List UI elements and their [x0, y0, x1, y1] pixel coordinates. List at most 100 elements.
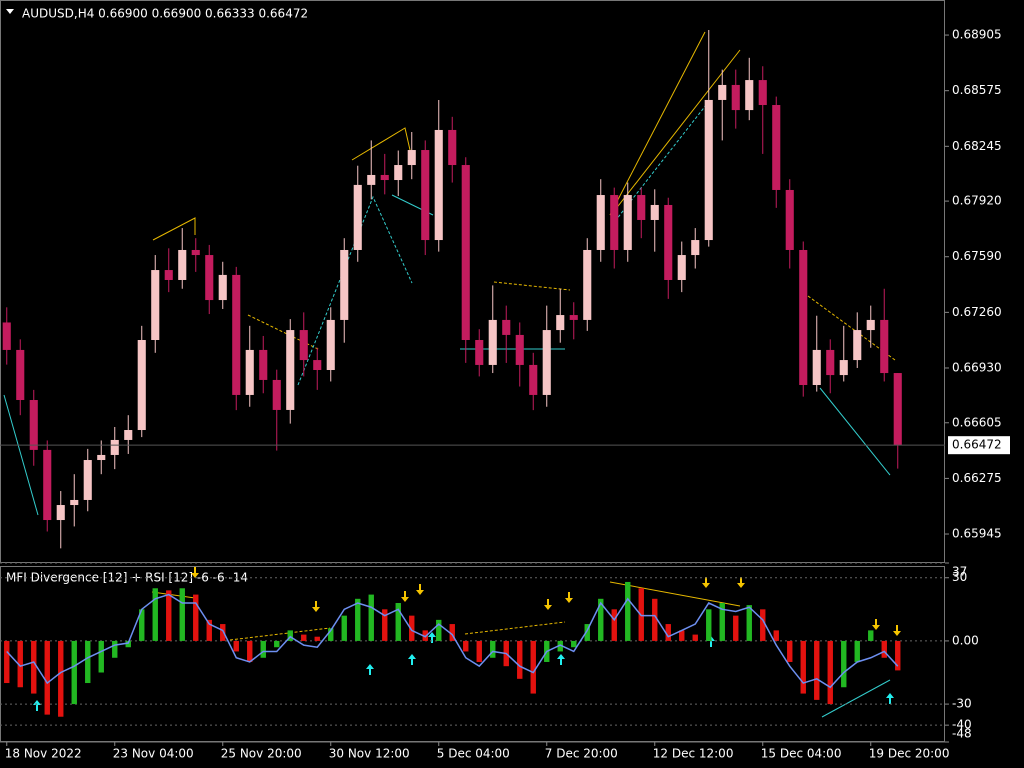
divergence-line	[152, 217, 196, 241]
candle-body	[745, 80, 754, 111]
candle-body	[461, 165, 470, 340]
candle-body	[151, 270, 160, 340]
candle-body	[43, 449, 52, 521]
histogram-bar	[409, 615, 415, 641]
candle-body	[893, 373, 902, 446]
histogram-bar	[787, 640, 793, 662]
last-price-box	[948, 436, 1010, 455]
signal-arrow-up	[557, 654, 565, 665]
candle-body	[326, 319, 335, 371]
histogram-bar	[868, 630, 874, 641]
candle-body	[299, 330, 308, 361]
histogram-bar	[517, 640, 523, 679]
histogram-bar	[98, 640, 104, 673]
candle-body	[650, 204, 659, 220]
histogram-bar	[449, 624, 455, 641]
signal-arrow-up	[886, 693, 894, 704]
candle-body	[205, 255, 214, 301]
rsi-line	[6, 593, 899, 689]
signal-arrow-down	[191, 567, 199, 578]
candle-body	[623, 195, 632, 250]
histogram-bar	[71, 640, 77, 705]
histogram-bar	[611, 609, 617, 641]
candle-body	[421, 150, 430, 241]
candle-body	[853, 330, 862, 361]
histogram-bar	[746, 605, 752, 641]
x-tick-label: 7 Dec 20:00	[545, 747, 618, 761]
candle-body	[704, 99, 713, 241]
histogram-bar	[85, 640, 91, 684]
divergence-line	[464, 621, 566, 635]
histogram-bar	[355, 598, 361, 641]
candle-body	[2, 322, 11, 350]
candle-body	[610, 195, 619, 250]
x-tick-label: 5 Dec 04:00	[437, 747, 510, 761]
y-tick-label: -40	[952, 718, 972, 732]
histogram-bar	[841, 640, 847, 688]
histogram-bar	[44, 640, 50, 715]
histogram-bar	[17, 640, 23, 688]
chart-title: AUDUSD,H4 0.66900 0.66900 0.66333 0.6647…	[22, 7, 308, 21]
candle-body	[731, 84, 740, 111]
histogram-bar	[125, 640, 131, 648]
histogram-bar	[220, 624, 226, 641]
candle-body	[448, 129, 457, 166]
candle-body	[340, 249, 349, 320]
histogram-bar	[881, 640, 887, 658]
histogram-bar	[233, 640, 239, 652]
histogram-bar	[490, 640, 496, 658]
signal-arrow-down	[401, 591, 409, 602]
histogram-bar	[814, 640, 820, 700]
candle-body	[286, 330, 295, 410]
candle-body	[380, 174, 389, 181]
candle-body	[178, 249, 187, 280]
histogram-bar	[895, 640, 901, 671]
histogram-bar	[530, 640, 536, 694]
candle-body	[515, 334, 524, 365]
signal-arrow-up	[428, 632, 436, 643]
histogram-bar	[4, 640, 10, 684]
histogram-bar	[827, 640, 833, 705]
histogram-bar	[341, 615, 347, 641]
divergence-line	[297, 195, 413, 386]
histogram-bar	[58, 640, 64, 717]
histogram-bar	[571, 640, 577, 648]
candle-body	[542, 330, 551, 395]
histogram-bar	[382, 609, 388, 641]
histogram-bar	[31, 640, 37, 694]
histogram-bar	[328, 628, 334, 641]
signal-arrow-down	[737, 577, 745, 588]
histogram-bar	[760, 609, 766, 641]
candle-body	[83, 460, 92, 500]
histogram-bar	[368, 594, 374, 641]
candle-body	[313, 360, 322, 371]
candle-body	[137, 339, 146, 431]
histogram-bar	[800, 640, 806, 694]
signal-arrow-down	[312, 601, 320, 612]
candle-body	[407, 150, 416, 166]
signal-arrow-up	[33, 700, 41, 711]
histogram-bar	[395, 603, 401, 641]
candle-body	[785, 189, 794, 250]
candle-body	[164, 270, 173, 280]
histogram-bar	[274, 640, 280, 648]
histogram-bar	[719, 603, 725, 641]
histogram-bar	[436, 619, 442, 641]
y-tick-label: 0.68575	[952, 83, 1002, 97]
candle-body	[529, 364, 538, 395]
candle-body	[502, 319, 511, 335]
signal-arrow-down	[544, 599, 552, 610]
candle-body	[475, 339, 484, 365]
y-tick-label: 0.66605	[952, 415, 1002, 429]
candle-body	[866, 319, 875, 331]
x-tick-label: 15 Dec 04:00	[761, 747, 842, 761]
candle-body	[772, 105, 781, 190]
candle-body	[839, 360, 848, 376]
candle-body	[70, 499, 79, 506]
candle-body	[232, 274, 241, 395]
divergence-line	[614, 49, 741, 211]
histogram-bar	[301, 634, 307, 641]
signal-arrow-up	[366, 664, 374, 675]
candle-body	[488, 319, 497, 365]
